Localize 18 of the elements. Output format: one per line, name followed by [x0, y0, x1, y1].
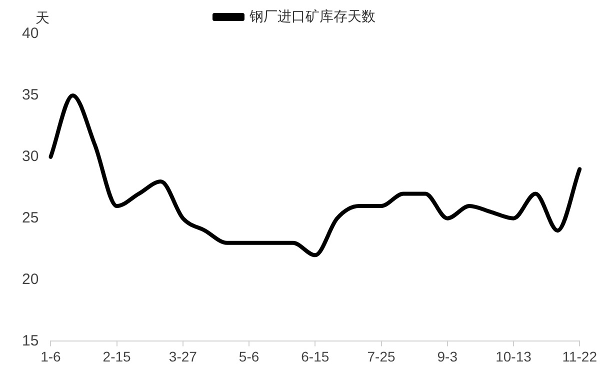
- x-tick-label: 7-25: [367, 348, 396, 364]
- x-tick-label: 6-15: [301, 348, 330, 364]
- y-tick-label: 25: [22, 209, 39, 226]
- x-tick-label: 5-6: [238, 348, 260, 364]
- x-tick-label: 10-13: [496, 348, 532, 364]
- x-tick-label: 11-22: [562, 348, 598, 364]
- y-tick-label: 15: [22, 332, 39, 350]
- y-axis-title: 天: [36, 10, 50, 27]
- x-tick-label: 3-27: [168, 348, 198, 364]
- legend-label: 钢厂进口矿库存天数: [248, 8, 376, 24]
- y-tick-label: 35: [22, 86, 39, 104]
- x-tick-label: 1-6: [40, 348, 62, 364]
- x-tick-label: 9-3: [437, 348, 458, 364]
- y-tick-label: 30: [22, 148, 39, 166]
- y-tick-label: 40: [22, 25, 39, 42]
- line-series: [48, 93, 582, 258]
- x-tick-label: 2-15: [102, 348, 132, 364]
- y-tick-label: 20: [22, 270, 39, 288]
